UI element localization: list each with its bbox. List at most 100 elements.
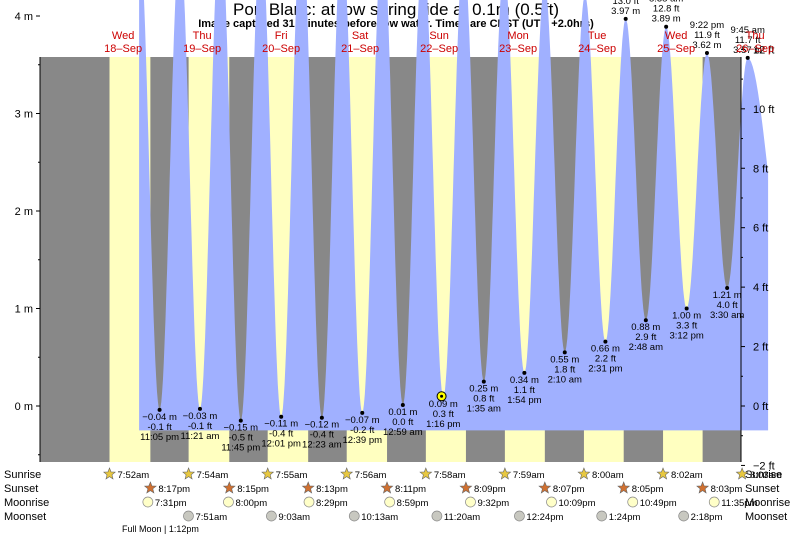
low-tide-label: 11:05 pm: [140, 432, 179, 443]
row-label-left: Moonset: [4, 511, 46, 523]
left-tick-label: 1 m: [15, 304, 33, 316]
low-tide-label: 1.1 ft: [514, 385, 535, 396]
low-tide-label: -0.1 ft: [188, 421, 213, 432]
low-tide-label: 1.8 ft: [554, 364, 575, 375]
sunset-icon: [696, 481, 710, 494]
day-name-label: Wed: [112, 30, 134, 42]
sunset-time: 8:03pm: [711, 484, 743, 495]
low-tide-label: 11:21 am: [181, 431, 220, 442]
right-tick-label: 6 ft: [753, 223, 768, 235]
axes: 0 m1 m2 m3 m4 m5 m−2 ft0 ft2 ft4 ft6 ft8…: [15, 11, 775, 472]
row-label-left: Sunset: [4, 483, 38, 495]
moonset-time: 12:24pm: [526, 512, 563, 523]
sunset-time: 8:13pm: [316, 484, 348, 495]
right-tick-label: 10 ft: [753, 104, 774, 116]
row-label-left: Moonrise: [4, 497, 49, 509]
right-tick-label: 8 ft: [753, 163, 768, 175]
right-tick-label: 0 ft: [753, 401, 768, 413]
low-tide-label: 12:39 pm: [342, 435, 382, 446]
low-tide-label: −0.04 m: [142, 412, 177, 423]
low-tide-label: 3:30 am: [710, 310, 744, 321]
day-date-label: 25–Sep: [657, 43, 695, 55]
low-tide-label: -0.4 ft: [310, 430, 335, 441]
low-tide-dot: [603, 339, 608, 344]
low-tide-dot: [725, 286, 730, 291]
sunrise-icon: [261, 467, 275, 480]
low-tide-label: 3:12 pm: [669, 331, 703, 342]
high-tide-dot: [745, 55, 750, 60]
full-moon-note: Full Moon | 1:12pm: [122, 524, 199, 534]
high-tide-label: 12.8 ft: [653, 4, 680, 15]
row-label-right: Moonset: [745, 511, 787, 523]
moonset-icon: [514, 510, 525, 522]
sunrise-icon: [340, 467, 354, 480]
day-labels: Wed18–SepThu19–SepFri20–SepSat21–SepSun2…: [104, 30, 774, 55]
left-tick-label: 0 m: [15, 401, 33, 413]
low-tide-dot: [238, 418, 243, 423]
day-name-label: Fri: [275, 30, 288, 42]
current-position-dot: [440, 394, 444, 398]
low-tide-label: 1:16 pm: [426, 419, 460, 430]
moonrise-icon: [303, 496, 315, 508]
sunrise-icon: [419, 467, 433, 480]
sunset-time: 8:17pm: [158, 484, 190, 495]
moonrise-time: 11:35pm: [721, 498, 757, 509]
row-label-right: Moonrise: [745, 497, 790, 509]
moonrise-icon: [142, 496, 154, 508]
sunset-time: 8:15pm: [237, 484, 269, 495]
high-tide-dot: [664, 24, 669, 29]
low-tide-label: 12:23 am: [302, 440, 342, 451]
sunset-icon: [143, 481, 157, 494]
moonrise-time: 10:49pm: [640, 498, 677, 509]
day-name-label: Thu: [193, 30, 212, 42]
moonrise-time: 9:32pm: [477, 498, 509, 509]
high-tide-label: 3.57 m: [733, 45, 762, 56]
low-tide-label: 2:10 am: [548, 374, 582, 385]
sun-moon-table: Sunrise Sunrise Sunset Sunset Moonrise Moonri…: [4, 467, 790, 534]
low-tide-dot: [643, 318, 648, 323]
low-tide-label: 12:01 pm: [261, 439, 301, 450]
moonset-icon: [348, 510, 360, 522]
day-name-label: Thu: [746, 30, 765, 42]
low-tide-label: 1.21 m: [713, 290, 742, 301]
low-tide-dot: [157, 407, 162, 412]
sunrise-time: 7:54am: [197, 470, 229, 481]
low-tide-dot: [481, 379, 486, 384]
sunrise-time: 7:59am: [513, 470, 545, 481]
sunrise-icon: [735, 467, 749, 480]
moonrise-icon: [223, 496, 234, 508]
high-tide-label: 3.89 m: [652, 14, 681, 25]
low-tide-label: 2.9 ft: [635, 332, 656, 343]
sunrise-time: 7:58am: [434, 470, 466, 481]
low-tide-label: 1:54 pm: [507, 395, 541, 406]
day-name-label: Sun: [429, 30, 449, 42]
low-tide-label: 0.88 m: [631, 322, 660, 333]
sunrise-icon: [577, 467, 591, 480]
row-label-right: Sunrise: [745, 469, 782, 481]
moonset-time: 9:03am: [278, 512, 310, 523]
high-tide-label: 3.62 m: [692, 40, 721, 51]
low-tide-label: 1:35 am: [467, 404, 501, 415]
moonset-icon: [596, 510, 608, 522]
high-tide-label: 11.9 ft: [694, 30, 720, 41]
low-tide-label: 0.55 m: [550, 354, 579, 365]
low-tide-label: 0.01 m: [388, 407, 417, 418]
low-tide-dot: [360, 410, 365, 415]
right-tick-label: 12 ft: [753, 44, 774, 56]
day-name-label: Sat: [352, 30, 369, 42]
sunset-time: 8:09pm: [474, 484, 506, 495]
sunset-icon: [301, 481, 315, 494]
moonrise-time: 8:29pm: [316, 498, 348, 509]
sunset-time: 8:11pm: [395, 484, 426, 495]
low-tide-label: 0.34 m: [510, 375, 539, 386]
low-tide-label: -0.1 ft: [147, 422, 172, 433]
moonrise-time: 10:09pm: [559, 498, 596, 509]
day-name-label: Tue: [588, 30, 607, 42]
low-tide-label: 0.3 ft: [433, 409, 454, 420]
sunrise-time: 7:52am: [118, 470, 150, 481]
low-tide-label: 0.8 ft: [473, 394, 494, 405]
day-date-label: 26–Sep: [736, 43, 774, 55]
sunset-icon: [538, 481, 552, 494]
sunrise-time: 8:00am: [592, 470, 624, 481]
